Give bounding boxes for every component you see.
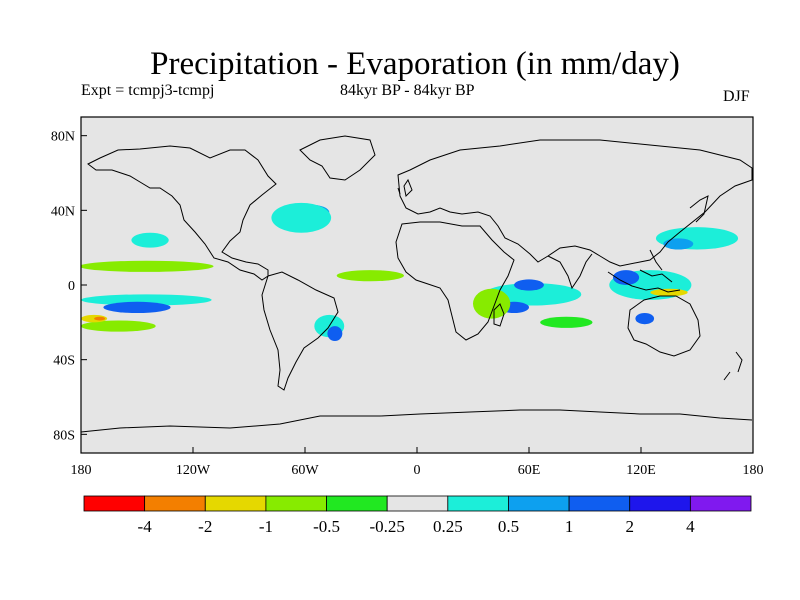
tropical-atlantic-green-band <box>336 270 404 282</box>
greenland-coast <box>299 135 376 181</box>
africa-coast <box>395 221 515 341</box>
colorbar-label: -4 <box>138 517 153 536</box>
colorbar-swatch <box>144 495 206 512</box>
gulf-stream-cyan <box>271 202 332 233</box>
west-pacific-blue <box>663 238 694 250</box>
x-tick-label: 120E <box>626 463 656 478</box>
colorbar-swatch <box>629 495 691 512</box>
colorbar-label: 4 <box>686 517 695 536</box>
x-tick-label: 180 <box>71 463 92 478</box>
experiment-label: Expt = tcmpj3-tcmpj <box>81 82 215 99</box>
south-pacific-green-band <box>81 320 156 332</box>
period-label: 84kyr BP - 84kyr BP <box>340 82 475 99</box>
colorbar-label: 0.5 <box>498 517 519 536</box>
south-pacific-blue-core <box>103 301 171 313</box>
north-pacific-cyan <box>131 232 169 248</box>
south-america-blue <box>327 326 343 341</box>
y-tick-label: 40N <box>51 204 75 219</box>
india-coast <box>547 253 593 290</box>
indonesia-coast <box>607 249 681 293</box>
y-tick-label: 80S <box>53 428 75 443</box>
colorbar-label: 1 <box>565 517 574 536</box>
east-africa-green <box>473 288 511 319</box>
eurasia-coast <box>397 139 753 267</box>
antarctica-coast <box>81 409 753 433</box>
colorbar-swatch <box>447 495 509 512</box>
colorbar-swatch <box>265 495 327 512</box>
madagascar-coast <box>493 303 505 327</box>
field-layer <box>81 202 739 341</box>
japan-coast <box>689 195 709 223</box>
colorbar-swatch <box>508 495 570 512</box>
plot-title: Precipitation - Evaporation (in mm/day) <box>150 46 680 82</box>
colorbar-label: -0.5 <box>313 517 340 536</box>
british-isles-coast <box>397 178 413 198</box>
colorbar-label: -2 <box>198 517 212 536</box>
indian-ocean-blue <box>514 279 544 291</box>
colorbar-swatch <box>83 495 146 512</box>
colorbar-label: 2 <box>625 517 634 536</box>
coastlines <box>81 135 753 433</box>
south-america-coast <box>261 271 339 391</box>
south-pacific-orange-spot <box>94 316 106 321</box>
x-tick-label: 0 <box>414 463 421 478</box>
colorbar-swatch <box>204 495 267 512</box>
y-tick-label: 40S <box>53 354 75 369</box>
tropical-pacific-green-band <box>81 260 214 272</box>
x-tick-label: 120W <box>176 463 211 478</box>
new-zealand-coast <box>723 351 743 381</box>
x-tick-label: 180 <box>743 463 764 478</box>
y-tick-label: 0 <box>68 279 75 294</box>
australia-coast <box>627 295 701 357</box>
colorbar-swatch <box>689 495 752 512</box>
australia-blue <box>635 313 655 325</box>
colorbar-label: -1 <box>259 517 273 536</box>
colorbar: -4 -2 -1 -0.5 -0.25 0.25 0.5 1 2 4 <box>83 495 752 536</box>
colorbar-swatch <box>568 495 631 512</box>
north-america-coast <box>87 145 277 281</box>
colorbar-label: 0.25 <box>433 517 463 536</box>
season-label: DJF <box>723 88 750 105</box>
x-tick-label: 60W <box>291 463 319 478</box>
axis-layer: 180 120W 60W 0 60E 120E 180 80N 40N 0 40S 80S <box>51 130 764 478</box>
maritime-continent-blue <box>613 270 640 285</box>
maritime-continent-yellow <box>650 288 688 297</box>
colorbar-label: -0.25 <box>369 517 404 536</box>
colorbar-swatch <box>326 495 388 512</box>
south-pacific-cyan-band <box>81 294 212 306</box>
y-tick-label: 80N <box>51 130 75 145</box>
colorbar-swatch <box>386 495 449 512</box>
x-tick-label: 60E <box>518 463 541 478</box>
southern-ocean-green <box>540 316 593 328</box>
